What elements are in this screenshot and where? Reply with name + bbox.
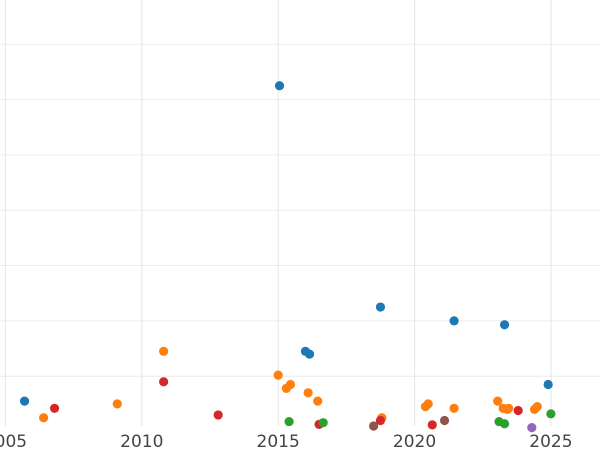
scatter-point	[449, 403, 459, 413]
x-tick-label: 2020	[393, 432, 436, 450]
scatter-point	[303, 388, 313, 398]
scatter-point	[39, 413, 49, 423]
scatter-point	[49, 403, 60, 413]
scatter-point	[449, 316, 459, 326]
scatter-point	[499, 320, 510, 330]
scatter-point	[213, 410, 223, 420]
scatter-point	[285, 379, 296, 390]
scatter-point	[513, 405, 523, 416]
scatter-point	[546, 409, 556, 419]
scatter-point	[439, 415, 450, 426]
x-tick-label: 2005	[0, 432, 27, 450]
scatter-point	[543, 379, 553, 390]
scatter-point	[284, 416, 294, 427]
x-tick-label: 2025	[529, 432, 572, 450]
scatter-point	[499, 419, 510, 429]
scatter-point	[504, 403, 514, 413]
x-tick-labels: 2005 2010 2015 2020 2025	[0, 432, 573, 450]
scatter-point	[159, 377, 169, 387]
scatter-point	[375, 415, 386, 426]
scatter-point	[313, 396, 323, 406]
scatter-point	[304, 349, 315, 359]
scatter-point	[112, 399, 122, 409]
grid-layer	[0, 0, 600, 426]
scatter-point	[427, 420, 437, 430]
scatter-point	[159, 346, 169, 356]
scatter-point	[375, 302, 386, 312]
scatter-point	[532, 402, 542, 412]
scatter-point	[318, 418, 328, 428]
scatter-point	[274, 81, 285, 91]
scatter-point	[493, 396, 503, 406]
scatter-point	[369, 421, 379, 431]
scatter-point	[19, 396, 30, 406]
x-tick-label: 2010	[120, 432, 163, 450]
scatter-point	[273, 370, 283, 380]
points-layer	[19, 81, 556, 433]
scatter-point	[423, 399, 433, 409]
scatter-point	[527, 423, 537, 433]
x-tick-label: 2015	[257, 432, 300, 450]
